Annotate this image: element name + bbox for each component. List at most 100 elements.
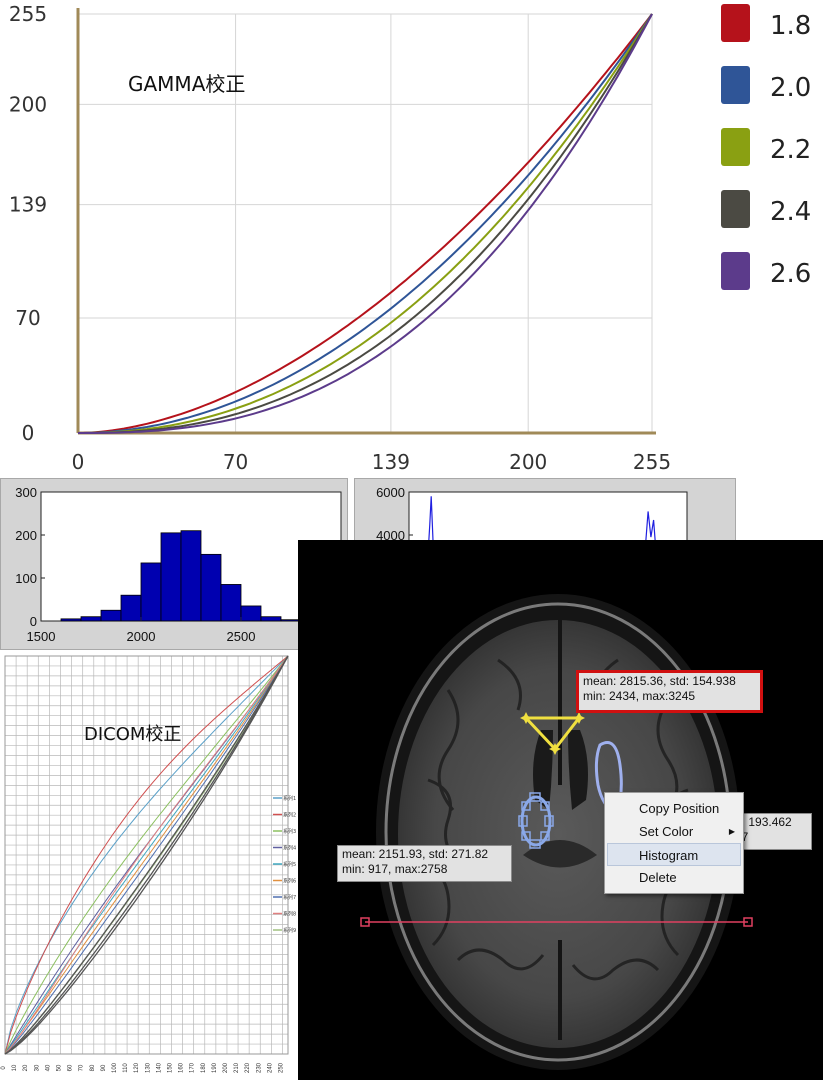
histogram-bar — [240, 605, 262, 622]
histogram-y-tick-label: 100 — [15, 571, 37, 586]
gamma-legend-swatch — [721, 4, 750, 42]
gamma-series-line-2.0 — [78, 13, 653, 434]
dicom-curve — [4, 655, 289, 1055]
gamma-series-line-2.4 — [78, 13, 653, 434]
gamma-legend-label: 2.4 — [770, 197, 811, 227]
dicom-title: DICOM校正 — [84, 724, 181, 745]
histogram-x-tick-label: 2500 — [227, 629, 256, 644]
menu-histogram[interactable]: Histogram — [607, 843, 741, 866]
dicom-curve — [4, 655, 289, 1055]
dicom-legend-label: 系列1 — [283, 795, 296, 802]
measure-handle-right[interactable] — [743, 917, 753, 927]
dicom-x-tick-label: 90 — [101, 1064, 107, 1071]
histogram-bar — [200, 553, 222, 622]
dicom-legend-label: 系列3 — [283, 828, 296, 835]
gamma-y-tick-label: 70 — [15, 306, 40, 330]
dicom-x-tick-label: 240 — [267, 1062, 273, 1073]
gamma-title: GAMMA校正 — [128, 72, 245, 96]
gamma-x-tick-label: 139 — [372, 450, 410, 474]
mri-viewer[interactable]: mean: 2815.36, std: 154.938 min: 2434, m… — [298, 540, 823, 1080]
dicom-x-tick-label: 70 — [79, 1064, 85, 1071]
gamma-x-tick-label: 70 — [223, 450, 248, 474]
gamma-y-tick-label: 139 — [9, 193, 47, 217]
gamma-y-tick-label: 255 — [9, 2, 47, 26]
roi-stats-left: mean: 2151.93, std: 271.82 min: 917, max… — [337, 845, 512, 882]
dicom-curve — [4, 655, 289, 1055]
histogram-y-tick-label: 0 — [30, 614, 37, 629]
roi-stats-left-line2: min: 917, max:2758 — [342, 862, 448, 876]
mri-scan — [360, 594, 753, 1070]
dicom-plot-frame — [4, 655, 289, 1055]
dicom-x-tick-label: 220 — [245, 1062, 251, 1073]
histogram-y-tick-label: 200 — [15, 528, 37, 543]
dicom-x-tick-label: 100 — [112, 1062, 118, 1073]
roi-stats-right-line2: 67 — [735, 830, 807, 845]
measure-handle-left[interactable] — [360, 917, 370, 927]
roi-stats-top-line2: min: 2434, max:3245 — [583, 689, 696, 703]
menu-copy-position[interactable]: Copy Position — [639, 801, 720, 816]
gamma-series-line-2.2 — [78, 13, 653, 434]
histogram-bar — [120, 594, 142, 622]
ventricle-right — [568, 730, 588, 810]
roi-triangle[interactable] — [522, 716, 583, 752]
roi-stats-top: mean: 2815.36, std: 154.938 min: 2434, m… — [576, 670, 763, 713]
dicom-x-tick-label: 150 — [167, 1062, 173, 1073]
gamma-legend-swatch — [721, 252, 750, 290]
dicom-legend-label: 系列2 — [283, 812, 296, 819]
brain-tissue — [398, 620, 718, 1048]
gamma-legend-swatch — [721, 66, 750, 104]
gamma-y-tick-label: 0 — [22, 421, 35, 445]
dicom-curve — [4, 655, 289, 1055]
roi-triangle-vertices[interactable] — [520, 712, 585, 755]
context-menu[interactable]: Copy Position Set Color ▶ Histogram Delet… — [604, 792, 744, 894]
dicom-x-tick-label: 160 — [179, 1062, 185, 1073]
gamma-legend-label: 2.2 — [770, 135, 811, 165]
profile-y-tick-label: 6000 — [376, 485, 405, 500]
dicom-chart: 0 10 20 30 40 50 60 70 80 90 100 110 120 130 140 150 160… — [1, 655, 296, 1073]
dicom-x-tick-label: 180 — [201, 1062, 207, 1073]
dicom-x-tick-label: 190 — [212, 1062, 218, 1073]
roi-stats-left-line1: mean: 2151.93, std: 271.82 — [342, 847, 489, 861]
dicom-legend-label: 系列5 — [283, 861, 296, 868]
dicom-x-tick-label: 30 — [34, 1064, 40, 1071]
histogram-y-tick-label: 300 — [15, 485, 37, 500]
roi-ellipse[interactable] — [520, 795, 552, 847]
gamma-legend-swatch — [721, 128, 750, 166]
histogram-bar — [60, 618, 82, 622]
menu-set-color[interactable]: Set Color ▶ — [605, 820, 743, 843]
gamma-x-tick-label: 255 — [633, 450, 671, 474]
gamma-legend-swatch — [721, 190, 750, 228]
gamma-legend-label: 2.6 — [770, 259, 811, 289]
dicom-curve — [4, 655, 289, 1055]
dicom-x-tick-label: 110 — [123, 1063, 129, 1073]
dicom-curve — [4, 655, 289, 1055]
gamma-series-line-2.6 — [78, 13, 653, 434]
dicom-legend-label: 系列4 — [283, 845, 296, 852]
gamma-series-line-1.8 — [77, 13, 653, 434]
dicom-x-tick-label: 50 — [56, 1064, 62, 1071]
histogram-bar — [260, 616, 282, 622]
dicom-x-tick-label: 250 — [278, 1062, 284, 1073]
midbrain — [523, 840, 597, 868]
dicom-x-tick-label: 200 — [223, 1062, 229, 1073]
gamma-x-tick-label: 200 — [509, 450, 547, 474]
roi-stats-top-line1: mean: 2815.36, std: 154.938 — [583, 674, 736, 688]
profile-y-tick-label: 4000 — [376, 528, 405, 543]
dicom-x-tick-label: 120 — [134, 1062, 140, 1073]
dicom-legend-label: 系列8 — [283, 911, 296, 918]
menu-delete[interactable]: Delete — [639, 870, 677, 885]
dicom-x-tick-label: 80 — [90, 1064, 96, 1071]
dicom-x-tick-label: 230 — [256, 1062, 262, 1073]
dicom-x-tick-label: 170 — [190, 1062, 196, 1073]
dicom-legend-label: 系列7 — [283, 894, 296, 901]
roi-ellipse-handles[interactable] — [518, 792, 554, 849]
histogram-bar — [180, 530, 202, 622]
histogram-x-tick-label: 2000 — [127, 629, 156, 644]
gamma-x-tick-label: 0 — [72, 450, 85, 474]
dicom-x-tick-label: 60 — [68, 1064, 74, 1071]
dicom-curve — [4, 655, 289, 1055]
dicom-x-tick-label: 0 — [1, 1066, 7, 1070]
dicom-curve — [4, 655, 289, 1055]
gamma-chart: 0 70 139 200 255 0 70 139 200 255 GAMMA校正 1.8 2.0 2.2… — [9, 2, 811, 474]
roi-stats-right-line1: d: 193.462 — [735, 815, 792, 829]
